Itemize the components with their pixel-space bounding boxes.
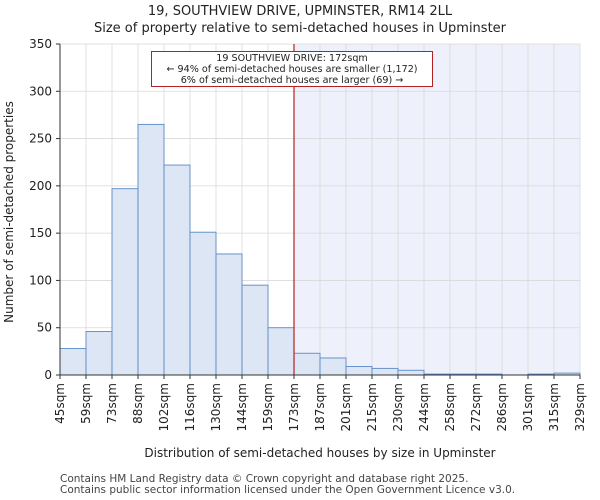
y-tick-label: 200	[29, 179, 52, 193]
y-tick-label: 300	[29, 84, 52, 98]
footer-licence: Contains public sector information licen…	[60, 484, 516, 496]
bar	[215, 253, 243, 376]
bar	[111, 188, 139, 376]
x-tick-label: 315sqm	[547, 383, 561, 431]
x-tick-label: 201sqm	[339, 383, 353, 431]
x-tick-label: 258sqm	[443, 383, 457, 431]
y-tick-label: 0	[44, 368, 52, 382]
bar	[293, 352, 321, 376]
x-tick-label: 45sqm	[53, 383, 67, 424]
bar	[345, 366, 373, 376]
y-tick-label: 350	[29, 37, 52, 51]
y-tick-label: 100	[29, 273, 52, 287]
x-tick-label: 73sqm	[105, 383, 119, 424]
x-tick-label: 215sqm	[365, 383, 379, 431]
footer-copyright: Contains HM Land Registry data © Crown c…	[60, 473, 469, 485]
x-tick-label: 88sqm	[131, 383, 145, 424]
bar	[319, 357, 347, 376]
y-tick-label: 50	[37, 321, 52, 335]
x-tick-label: 159sqm	[261, 383, 275, 431]
bar	[137, 123, 165, 376]
bar	[189, 231, 217, 376]
x-tick-label: 244sqm	[417, 383, 431, 431]
bar	[241, 284, 269, 376]
bar	[59, 348, 87, 376]
annotation-line-3: 6% of semi-detached houses are larger (6…	[180, 75, 404, 86]
bar	[85, 331, 113, 376]
x-tick-label: 144sqm	[235, 383, 249, 431]
x-tick-label: 116sqm	[183, 383, 197, 431]
bar	[163, 164, 191, 376]
x-tick-label: 187sqm	[313, 383, 327, 431]
y-tick-label: 150	[29, 226, 52, 240]
x-tick-label: 230sqm	[391, 383, 405, 431]
x-tick-label: 173sqm	[287, 383, 301, 431]
x-tick-label: 102sqm	[157, 383, 171, 431]
x-tick-label: 130sqm	[209, 383, 223, 431]
chart-subtitle: Size of property relative to semi-detach…	[93, 21, 507, 36]
larger-region-shade	[294, 44, 580, 375]
x-tick-label: 286sqm	[495, 383, 509, 431]
y-tick-label: 250	[29, 132, 52, 146]
property-annotation: 19 SOUTHVIEW DRIVE: 172sqm ← 94% of semi…	[151, 51, 433, 87]
x-tick-label: 329sqm	[573, 383, 587, 431]
x-axis-label: Distribution of semi-detached houses by …	[144, 446, 495, 460]
annotation-line-1: 19 SOUTHVIEW DRIVE: 172sqm	[216, 53, 368, 64]
bar	[267, 327, 295, 376]
bar	[397, 369, 425, 376]
x-tick-label: 272sqm	[469, 383, 483, 431]
x-tick-label: 301sqm	[521, 383, 535, 431]
x-tick-label: 59sqm	[79, 383, 93, 424]
chart-title: 19, SOUTHVIEW DRIVE, UPMINSTER, RM14 2LL	[147, 4, 453, 19]
annotation-line-2: ← 94% of semi-detached houses are smalle…	[166, 64, 418, 75]
bar	[371, 367, 399, 376]
y-axis-label: Number of semi-detached properties	[2, 101, 16, 323]
